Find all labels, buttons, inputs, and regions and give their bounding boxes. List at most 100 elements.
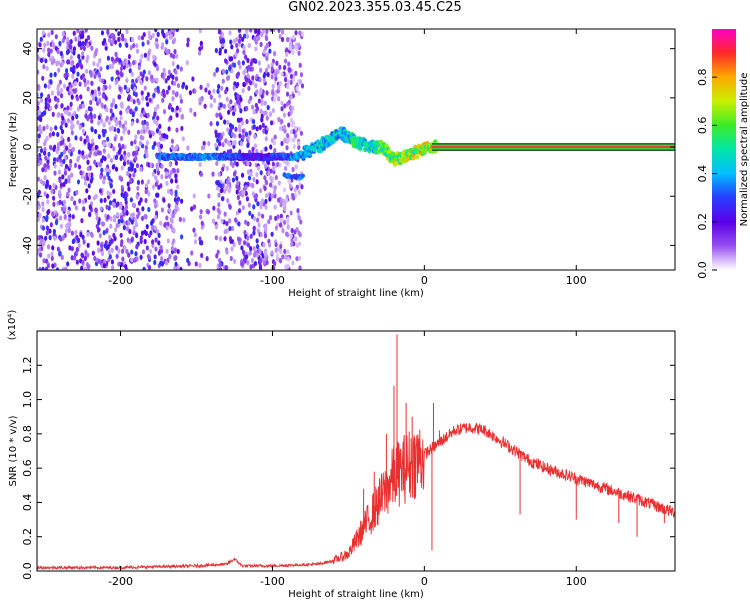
noise-speckle (257, 35, 261, 41)
noise-speckle (47, 32, 51, 38)
noise-speckle (159, 244, 163, 251)
noise-speckle (117, 36, 121, 43)
noise-speckle (162, 33, 166, 39)
noise-speckle (70, 94, 74, 100)
noise-speckle (93, 255, 97, 262)
noise-speckle (265, 115, 269, 121)
noise-speckle (37, 105, 40, 111)
noise-speckle (93, 73, 97, 80)
noise-speckle (153, 141, 157, 147)
noise-speckle (39, 116, 43, 122)
noise-speckle (112, 188, 116, 195)
noise-speckle (119, 241, 124, 248)
noise-speckle (259, 41, 263, 47)
noise-speckle (270, 66, 274, 72)
noise-speckle (94, 96, 98, 102)
noise-speckle (43, 150, 47, 156)
noise-speckle (79, 94, 83, 100)
noise-speckle (277, 84, 281, 90)
noise-speckle (97, 71, 101, 77)
noise-speckle (111, 164, 115, 170)
noise-speckle (87, 114, 91, 120)
colorbar-tick-label: 0.2 (696, 213, 709, 231)
noise-speckle (46, 102, 51, 109)
noise-speckle (52, 182, 56, 189)
noise-speckle (130, 249, 134, 255)
noise-speckle (94, 144, 98, 151)
noise-speckle (82, 206, 86, 212)
noise-speckle (160, 207, 165, 213)
noise-speckle (60, 129, 65, 135)
noise-speckle (118, 42, 122, 48)
noise-speckle (156, 85, 160, 91)
noise-speckle (248, 130, 252, 136)
noise-speckle (129, 45, 133, 51)
noise-speckle (59, 93, 64, 99)
noise-speckle (41, 266, 45, 270)
noise-speckle (130, 120, 134, 127)
noise-speckle (90, 118, 94, 124)
noise-speckle (235, 189, 239, 195)
noise-speckle (186, 42, 190, 48)
noise-speckle (217, 83, 221, 90)
noise-speckle (153, 254, 157, 260)
noise-speckle (285, 101, 290, 107)
noise-speckle (286, 37, 290, 43)
noise-speckle (243, 33, 247, 39)
y-tick-label: 40 (21, 42, 34, 56)
noise-speckle (174, 69, 178, 75)
noise-speckle (137, 200, 142, 206)
noise-speckle (287, 122, 291, 128)
noise-speckle (222, 188, 227, 194)
noise-speckle (180, 125, 184, 132)
noise-speckle (44, 155, 48, 161)
noise-speckle (135, 256, 139, 262)
noise-speckle (117, 261, 121, 267)
noise-speckle (89, 72, 93, 78)
noise-speckle (90, 45, 94, 51)
noise-speckle (147, 30, 151, 36)
noise-speckle (43, 163, 47, 169)
signal-speck (300, 173, 306, 179)
noise-speckle (118, 204, 122, 210)
noise-speckle (108, 234, 112, 241)
noise-speckle (162, 109, 167, 115)
noise-speckle (218, 112, 222, 118)
noise-speckle (117, 94, 121, 100)
noise-speckle (255, 89, 259, 95)
noise-speckle (251, 80, 255, 86)
noise-speckle (188, 90, 193, 96)
noise-speckle (169, 169, 173, 176)
noise-speckle (100, 243, 104, 249)
noise-speckle (199, 208, 203, 215)
noise-speckle (135, 244, 139, 250)
noise-speckle (260, 213, 265, 219)
noise-speckle (153, 259, 157, 266)
noise-speckle (43, 175, 47, 181)
noise-speckle (174, 261, 178, 267)
noise-speckle (44, 235, 48, 241)
noise-speckle (61, 31, 65, 37)
noise-speckle (119, 70, 123, 77)
noise-speckle (276, 161, 280, 167)
noise-speckle (252, 252, 257, 258)
noise-speckle (133, 139, 137, 145)
noise-speckle (172, 168, 176, 174)
noise-speckle (297, 126, 302, 132)
noise-speckle (291, 260, 295, 266)
noise-speckle (126, 159, 130, 165)
noise-speckle (159, 183, 163, 189)
noise-speckle (38, 109, 42, 115)
noise-speckle (298, 232, 302, 238)
noise-speckle (86, 175, 90, 182)
noise-speckle (225, 228, 229, 234)
noise-speckle (228, 122, 233, 128)
noise-speckle (288, 45, 292, 51)
noise-speckle (142, 69, 146, 75)
noise-speckle (70, 255, 74, 261)
noise-speckle (191, 76, 195, 82)
noise-speckle (166, 238, 170, 244)
noise-speckle (141, 206, 145, 212)
noise-speckle (235, 36, 239, 43)
noise-speckle (100, 167, 104, 173)
